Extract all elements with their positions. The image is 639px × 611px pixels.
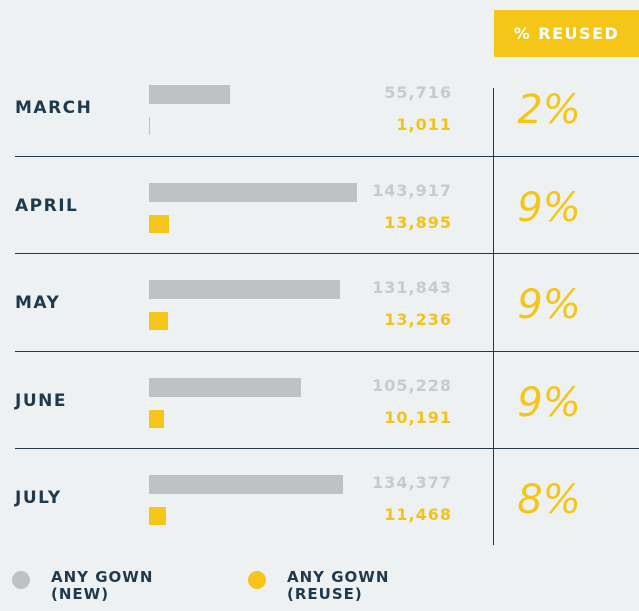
reused-label: 9%: [517, 184, 581, 231]
category-label: MARCH: [15, 98, 93, 118]
reused-label: 9%: [517, 379, 581, 426]
value-label: 1,011: [396, 115, 452, 134]
row-divider: [15, 448, 639, 449]
bar: [149, 117, 151, 135]
category-label: JUNE: [15, 390, 67, 411]
category-label: APRIL: [15, 195, 79, 216]
bar: [149, 475, 344, 494]
bar: [149, 214, 170, 233]
bar: [149, 182, 357, 202]
legend-text: ANY GOWN (REUSE): [287, 568, 390, 603]
legend-text: ANY GOWN (NEW): [51, 568, 154, 603]
value-label: 11,468: [384, 505, 452, 524]
bar: [149, 280, 340, 299]
value-label: 105,228: [372, 375, 452, 395]
row-divider: [15, 253, 639, 254]
value-label: 55,716: [384, 83, 452, 102]
row-divider: [15, 350, 639, 352]
reused-label: 8%: [517, 477, 581, 523]
reused-label: 2%: [517, 87, 581, 133]
legend-marker: [248, 571, 266, 589]
value-label: 10,191: [384, 407, 452, 427]
bar: [149, 409, 164, 428]
divider-vertical: [493, 88, 494, 545]
value-label: 131,843: [372, 278, 452, 297]
reused-label: 9%: [517, 282, 581, 328]
bar: [149, 312, 169, 330]
bar: [149, 377, 302, 397]
value-label: 13,236: [384, 310, 452, 329]
bar: [149, 507, 166, 525]
legend-marker: [12, 571, 30, 589]
value-label: 134,377: [372, 473, 452, 492]
reused-header: % REUSED: [494, 10, 639, 57]
category-label: MAY: [15, 293, 61, 313]
category-label: JULY: [15, 488, 62, 508]
value-label: 13,895: [384, 212, 452, 232]
bar: [149, 85, 230, 104]
value-label: 143,917: [372, 180, 452, 200]
row-divider: [15, 155, 639, 157]
